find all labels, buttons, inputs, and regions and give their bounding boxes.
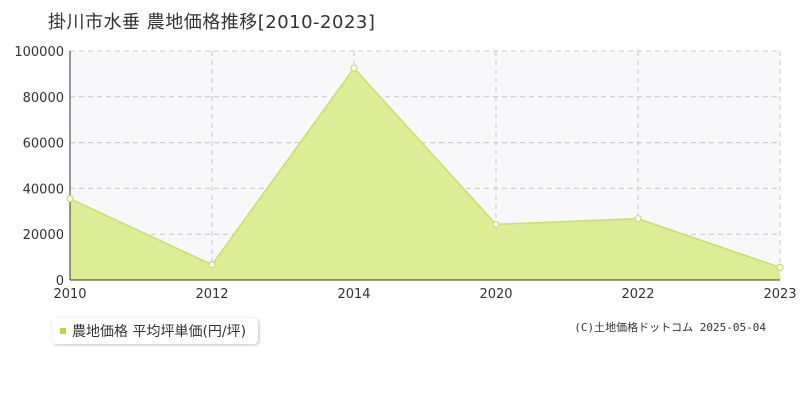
data-point: [66, 195, 74, 203]
chart-title: 掛川市水垂 農地価格推移[2010-2023]: [48, 12, 376, 33]
y-tick-label: 60000: [23, 137, 64, 152]
data-point: [776, 263, 784, 272]
x-tick-label: 2010: [53, 287, 86, 302]
credit-text: (C)土地価格ドットコム 2025-05-04: [574, 321, 766, 334]
data-point: [350, 64, 358, 72]
data-point: [208, 261, 216, 269]
legend-marker: [60, 328, 66, 334]
legend-label: 農地価格 平均坪単価(円/坪): [72, 324, 247, 340]
data-point: [492, 220, 500, 228]
y-tick-label: 40000: [23, 182, 64, 197]
y-tick-label: 0: [56, 274, 64, 289]
x-tick-label: 2020: [479, 287, 512, 302]
y-tick-label: 100000: [14, 45, 64, 60]
x-tick-label: 2014: [337, 287, 370, 302]
data-point: [634, 215, 642, 223]
area-chart: 0 20000 40000 60000 80000 100000 2010 2012 2014 2…: [14, 45, 796, 302]
x-tick-label: 2012: [195, 287, 228, 302]
x-tick-label: 2023: [763, 287, 796, 302]
series-line: [69, 66, 781, 269]
y-tick-label: 80000: [23, 91, 64, 106]
series-area: [70, 68, 780, 280]
y-tick-label: 20000: [23, 228, 64, 243]
x-tick-label: 2022: [621, 287, 654, 302]
legend: 農地価格 平均坪単価(円/坪): [52, 318, 259, 344]
